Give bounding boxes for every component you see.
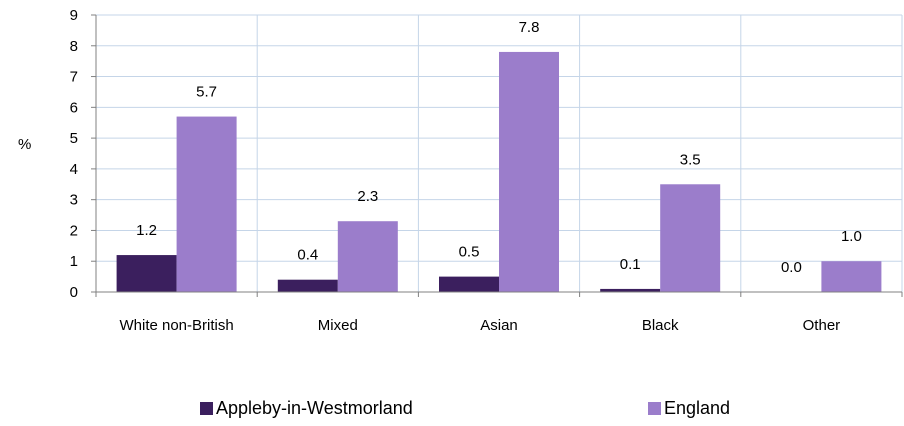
x-category-label: Mixed: [318, 317, 358, 334]
y-axis-label: %: [18, 136, 31, 153]
data-label: 0.5: [459, 244, 480, 261]
data-label: 7.8: [519, 19, 540, 36]
legend-swatch-england: [648, 402, 661, 415]
y-tick-label: 2: [70, 222, 78, 239]
y-tick-label: 7: [70, 69, 78, 86]
x-category-label: Asian: [480, 317, 518, 334]
legend-label-appleby: Appleby-in-Westmorland: [216, 398, 413, 418]
y-tick-label: 6: [70, 99, 78, 116]
x-category-label: Black: [642, 317, 679, 334]
data-label: 1.0: [841, 228, 862, 245]
y-tick-label: 8: [70, 38, 78, 55]
data-label: 2.3: [357, 188, 378, 205]
bar-appleby: [277, 279, 338, 292]
bar-appleby: [600, 288, 661, 292]
bar-england: [660, 184, 721, 292]
data-label: 0.4: [297, 247, 318, 264]
legend-label-england: England: [664, 398, 731, 418]
bar-england: [821, 261, 882, 292]
bar-england: [176, 116, 237, 292]
y-tick-label: 0: [70, 284, 78, 301]
data-label: 0.0: [781, 259, 802, 276]
legend-swatch-appleby: [200, 402, 213, 415]
bar-england: [499, 51, 559, 292]
y-tick-label: 4: [70, 161, 78, 178]
data-label: 5.7: [196, 84, 217, 101]
data-label: 3.5: [680, 151, 701, 168]
bar-appleby: [116, 255, 177, 292]
y-tick-label: 9: [70, 7, 78, 24]
data-label: 1.2: [136, 222, 157, 239]
bars: [116, 51, 882, 292]
x-category-label: Other: [803, 317, 841, 334]
data-labels: 1.2 5.7 0.4 2.3 0.5 7.8 0.1 3.5 0.0 1.0: [136, 19, 862, 276]
x-category-label: White non-British: [119, 317, 233, 334]
y-tick-label: 3: [70, 192, 78, 209]
legend-item-england: England: [648, 398, 730, 419]
bar-england: [337, 221, 398, 292]
data-label: 0.1: [620, 256, 641, 273]
y-tick-label: 5: [70, 130, 78, 147]
axes: 0 1 2 3 4 5 6 7 8 9 White non-British Mixed Asian Bla…: [70, 7, 903, 334]
y-tick-label: 1: [70, 253, 78, 270]
bar-appleby: [439, 276, 499, 292]
legend-item-appleby: Appleby-in-Westmorland: [200, 398, 413, 419]
